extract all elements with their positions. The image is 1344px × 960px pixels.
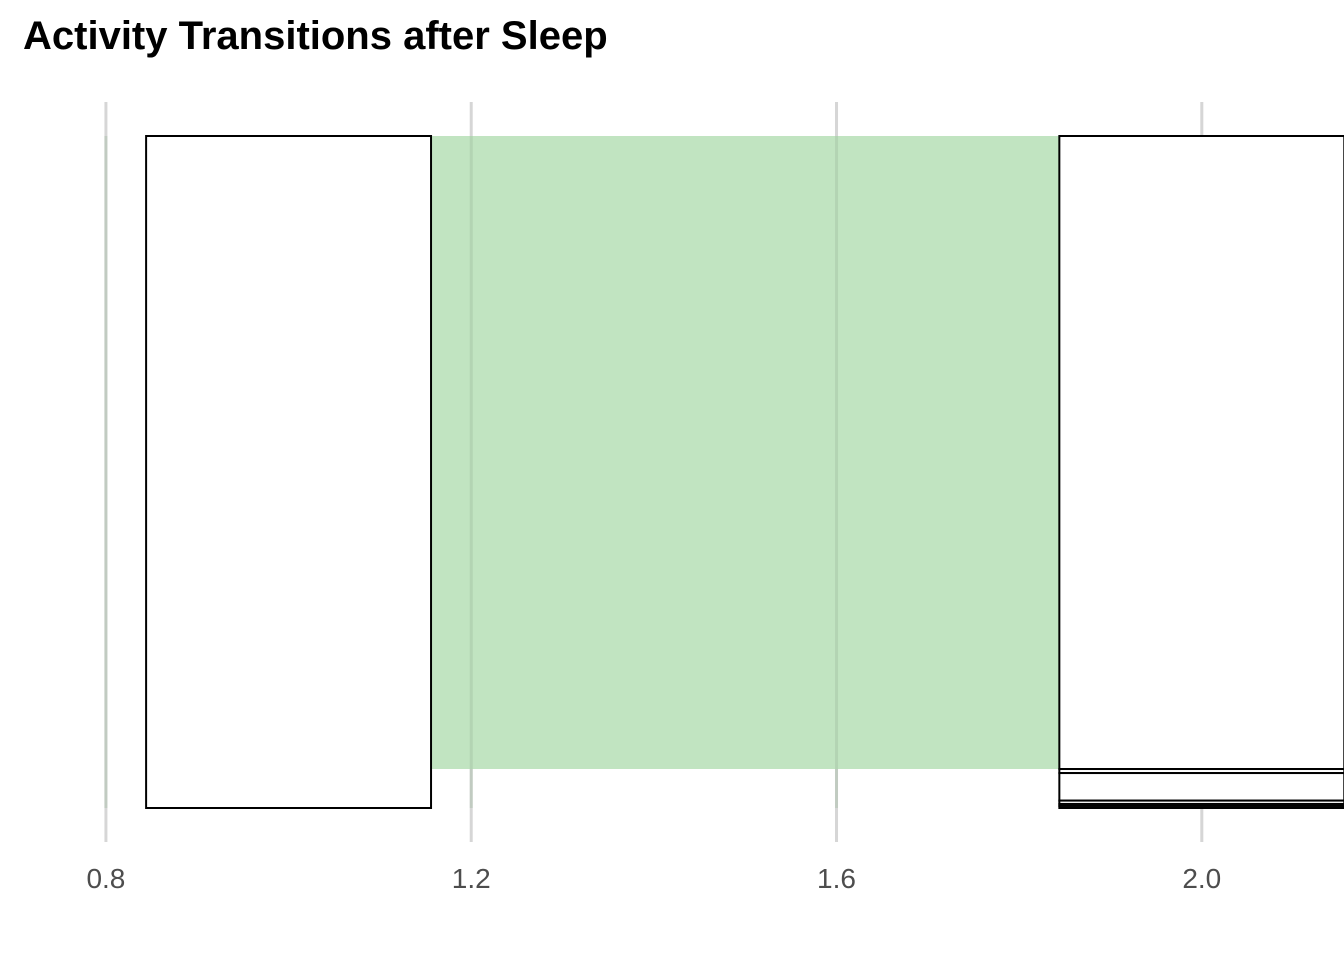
x-tick-label: 1.6 (817, 863, 856, 894)
x-tick-label: 2.0 (1182, 863, 1221, 894)
stratum-box (145, 135, 433, 809)
stratum-box (1058, 135, 1344, 771)
x-axis-tick-labels: 0.8 1.2 1.6 2.0 (86, 863, 1221, 894)
chart-title: Activity Transitions after Sleep (23, 14, 608, 58)
flow-ribbon (431, 136, 1060, 770)
x-tick-label: 1.2 (452, 863, 491, 894)
stratum-box (1058, 804, 1344, 810)
stratum-box (1058, 772, 1344, 802)
stratum-layer (145, 135, 1344, 810)
x-tick-label: 0.8 (86, 863, 125, 894)
